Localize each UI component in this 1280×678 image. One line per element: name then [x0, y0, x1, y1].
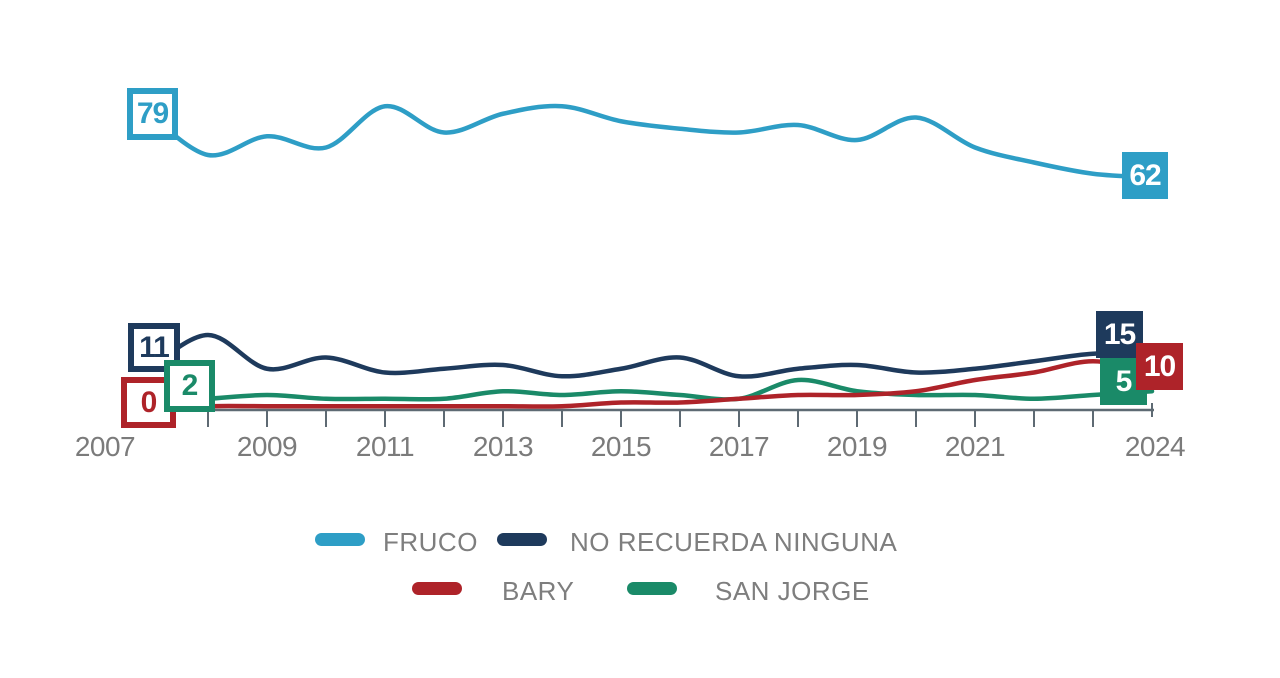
- x-axis-label-2024: 2024: [1124, 431, 1186, 462]
- x-axis-label-2021: 2021: [944, 431, 1006, 462]
- legend-swatch-san-jorge: [627, 582, 677, 595]
- start-value-chip-no-recuerda: 11: [128, 323, 180, 372]
- x-axis-label-2013: 2013: [472, 431, 534, 462]
- x-axis-label-2019: 2019: [826, 431, 888, 462]
- start-value-chip-san-jorge: 2: [164, 360, 215, 412]
- legend-swatch-fruco: [315, 533, 365, 546]
- legend-label-no-recuerda: NO RECUERDA NINGUNA: [570, 527, 898, 557]
- legend-label-san-jorge: SAN JORGE: [715, 576, 870, 606]
- series-line-fruco: [146, 103, 1155, 180]
- legend-label-fruco: FRUCO: [383, 527, 478, 557]
- x-axis-label-2015: 2015: [590, 431, 652, 462]
- legend-swatch-bary: [412, 582, 462, 595]
- series-line-no-recuerda-ninguna: [146, 332, 1155, 379]
- end-value-chip-bary: 10: [1136, 343, 1183, 390]
- series-line-bary: [146, 359, 1155, 413]
- x-axis-label-2009: 2009: [236, 431, 298, 462]
- start-value-chip-fruco: 79: [127, 88, 178, 140]
- end-value-chip-no-recuerda: 15: [1096, 311, 1143, 358]
- x-axis-label-2017: 2017: [708, 431, 770, 462]
- legend-swatch-no-recuerda: [497, 533, 547, 546]
- x-axis-label-2011: 2011: [355, 431, 415, 462]
- legend-label-bary: BARY: [502, 576, 575, 606]
- end-value-chip-fruco: 62: [1122, 152, 1168, 199]
- series-line-san-jorge: [146, 377, 1155, 405]
- x-axis-label-2007: 2007: [74, 431, 136, 462]
